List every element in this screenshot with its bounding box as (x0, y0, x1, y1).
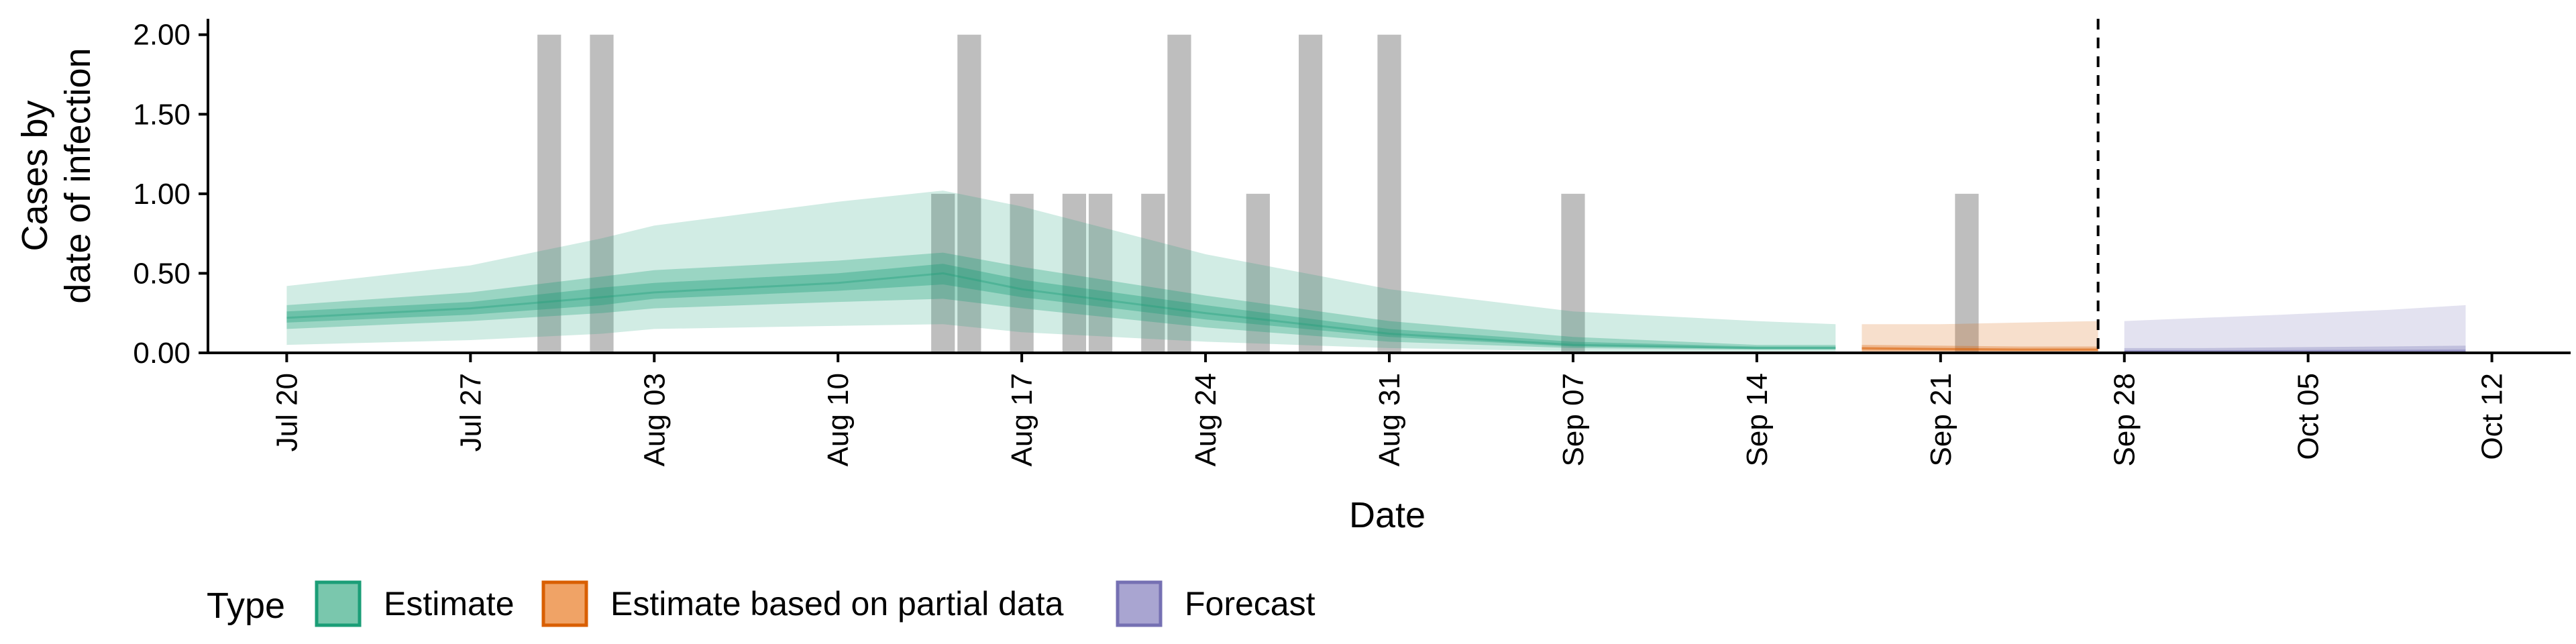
x-tick-label-13: Oct 12 (2476, 373, 2509, 460)
x-tick-label-1: Jul 20 (270, 373, 303, 451)
reported-cases-bar-6 (1062, 193, 1087, 353)
reported-cases-bar-8 (1141, 193, 1165, 353)
x-tick-label-8: Sep 07 (1557, 373, 1590, 466)
x-tick-label-6: Aug 24 (1189, 373, 1222, 466)
legend-title: Type (207, 586, 285, 626)
reported-cases-bar-13 (1561, 193, 1585, 353)
series-2-median-line (1862, 347, 2098, 351)
series-2-band-90 (1862, 321, 2098, 353)
reported-cases-bar-10 (1246, 193, 1270, 353)
series-3-band-50 (2124, 345, 2466, 353)
series-1-band-90 (286, 191, 1836, 352)
series-2-band-50 (1862, 345, 2098, 352)
y-tick-label-1: 0.00 (133, 337, 191, 370)
estimate-bands (286, 191, 2466, 353)
y-axis-ticks: 0.00 0.50 1.00 1.50 2.00 (133, 19, 208, 370)
x-tick-label-10: Sep 21 (1925, 373, 1957, 466)
x-tick-label-5: Aug 17 (1006, 373, 1038, 466)
reported-cases-bar-12 (1377, 34, 1401, 353)
legend-items: Estimate Estimate based on partial data Fo… (315, 580, 1316, 627)
reported-cases-bar-3 (931, 193, 955, 353)
legend-swatch-1 (315, 580, 362, 627)
reported-cases-bar-9 (1167, 34, 1191, 353)
legend-item-2: Estimate based on partial data (541, 580, 1064, 627)
reported-cases-bar-4 (957, 34, 981, 353)
y-tick-label-3: 1.00 (133, 178, 191, 211)
x-tick-label-9: Sep 14 (1741, 373, 1774, 466)
y-axis-title-line-1: Cases by (15, 100, 55, 251)
x-tick-label-11: Sep 28 (2108, 373, 2141, 466)
x-tick-label-4: Aug 10 (822, 373, 855, 466)
reported-cases-bars (537, 34, 1979, 353)
reported-cases-bar-5 (1010, 193, 1034, 353)
series-3 (2124, 305, 2466, 353)
y-tick-label-5: 2.00 (133, 19, 191, 52)
legend-label-3: Forecast (1185, 585, 1316, 623)
series-1-median-line (286, 272, 1836, 350)
legend-swatch-3 (1116, 580, 1163, 627)
reported-cases-bar-7 (1088, 193, 1113, 353)
x-axis-title: Date (1349, 495, 1426, 535)
series-2 (1862, 321, 2098, 353)
reported-cases-bar-2 (590, 34, 614, 353)
x-tick-label-12: Oct 05 (2292, 373, 2325, 460)
series-3-band-90 (2124, 305, 2466, 353)
series-1-band-50 (286, 252, 1836, 350)
y-tick-label-2: 0.50 (133, 257, 191, 290)
x-tick-label-3: Aug 03 (638, 373, 671, 466)
series-3-band-20 (2124, 349, 2466, 352)
legend-label-1: Estimate (384, 585, 515, 623)
y-axis-title-line-2: date of infection (58, 48, 98, 303)
series-1-band-20 (286, 264, 1836, 350)
reported-cases-bar-14 (1955, 193, 1979, 353)
series-2-band-20 (1862, 347, 2098, 352)
reported-cases-bar-11 (1298, 34, 1323, 353)
reported-cases-bar-1 (537, 34, 561, 353)
series-1 (286, 191, 1836, 352)
x-axis-ticks: Jul 20 Jul 27 Aug 03 Aug 10 Aug 17 Aug 24 Aug … (270, 353, 2509, 466)
x-tick-label-7: Aug 31 (1373, 373, 1406, 466)
legend-swatch-2 (541, 580, 588, 627)
y-tick-label-4: 1.50 (133, 98, 191, 131)
legend-label-2: Estimate based on partial data (610, 585, 1064, 623)
legend: Type Estimate Estimate based on partial d… (207, 580, 1316, 627)
x-tick-label-2: Jul 27 (454, 373, 487, 451)
legend-item-1: Estimate (315, 580, 515, 627)
legend-item-3: Forecast (1116, 580, 1316, 627)
